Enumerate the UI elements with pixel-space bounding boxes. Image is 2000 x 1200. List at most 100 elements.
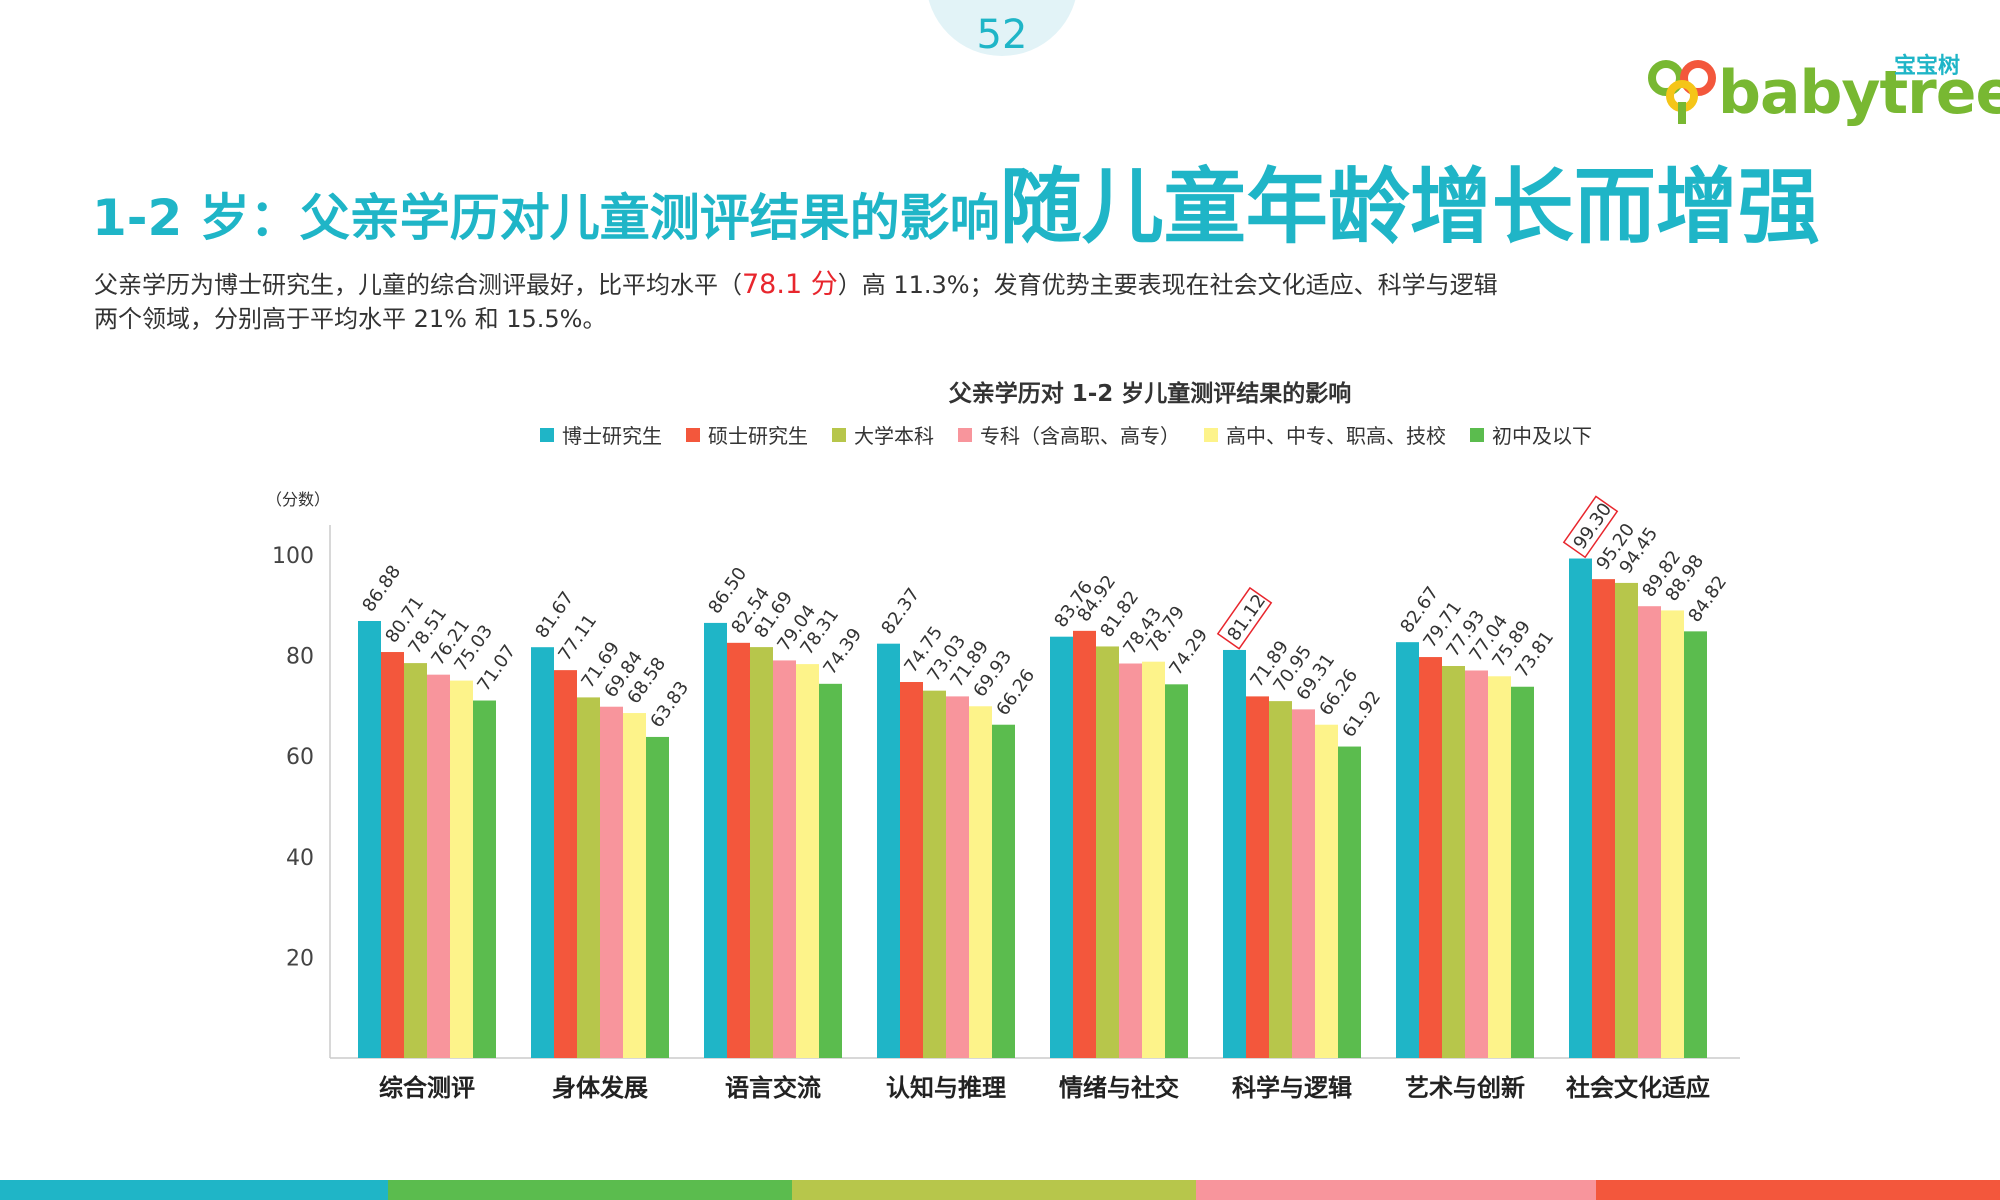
y-tick-label: 40	[286, 846, 314, 871]
legend-label: 专科（含高职、高专）	[980, 424, 1180, 448]
bar	[1050, 636, 1073, 1058]
bar	[1246, 696, 1269, 1058]
x-tick-label: 社会文化适应	[1566, 1074, 1710, 1102]
bar	[1511, 686, 1534, 1058]
page-number: 52	[976, 12, 1028, 58]
bar	[900, 682, 923, 1058]
bar	[531, 647, 554, 1058]
x-tick-label: 语言交流	[725, 1074, 821, 1102]
bar	[1315, 724, 1338, 1058]
strip-segment	[1596, 1180, 2000, 1200]
average-score-highlight: 78.1 分	[742, 269, 838, 300]
bar	[1396, 642, 1419, 1058]
bar	[992, 724, 1015, 1058]
bottom-color-strip	[0, 1180, 2000, 1200]
legend-swatch	[1470, 427, 1484, 442]
legend-item: 大学本科	[832, 420, 934, 449]
bar	[1165, 684, 1188, 1058]
bar	[1119, 663, 1142, 1058]
title-part-2: 随儿童年龄增长而增强	[999, 160, 1820, 255]
summary-text-1: 父亲学历为博士研究生，儿童的综合测评最好，比平均水平（	[94, 271, 742, 299]
x-tick-label: 艺术与创新	[1405, 1074, 1525, 1102]
bar	[450, 680, 473, 1058]
summary-text-2: ）高 11.3%；发育优势主要表现在社会文化适应、科学与逻辑两个领域，分别高于平…	[94, 271, 1498, 333]
logo-chinese: 宝宝树	[1893, 54, 1960, 79]
bar	[773, 660, 796, 1058]
legend-label: 高中、中专、职高、技校	[1226, 424, 1446, 448]
bar	[577, 697, 600, 1058]
bar	[473, 700, 496, 1058]
bar	[646, 736, 669, 1058]
bar	[1073, 630, 1096, 1058]
bar	[1684, 631, 1707, 1058]
y-axis-unit-label: （分数）	[266, 490, 331, 509]
bar	[1142, 661, 1165, 1058]
legend-swatch	[832, 427, 846, 442]
bar	[1465, 670, 1488, 1058]
bar	[796, 664, 819, 1058]
bar	[600, 706, 623, 1058]
bar	[704, 622, 727, 1058]
bar	[1615, 582, 1638, 1058]
strip-segment	[792, 1180, 1196, 1200]
x-tick-label: 情绪与社交	[1059, 1074, 1179, 1102]
bar	[623, 713, 646, 1058]
y-tick-label: 20	[286, 946, 314, 971]
y-tick-label: 100	[272, 544, 314, 569]
bar	[750, 647, 773, 1058]
y-tick-label: 80	[286, 645, 314, 670]
bar	[946, 696, 969, 1058]
bar	[1223, 649, 1246, 1058]
legend-swatch	[686, 427, 700, 442]
legend-label: 博士研究生	[562, 424, 662, 448]
x-tick-label: 身体发展	[552, 1074, 648, 1102]
data-label: 82.37	[877, 584, 924, 638]
legend-swatch	[958, 427, 972, 442]
chart-legend: 博士研究生 硕士研究生 大学本科 专科（含高职、高专） 高中、中专、职高、技校 初中及以下	[540, 420, 1592, 449]
highlight-box	[1216, 586, 1273, 650]
bar	[381, 652, 404, 1058]
title-part-1: 1-2 岁：父亲学历对儿童测评结果的影响	[92, 189, 1000, 247]
bar	[1269, 701, 1292, 1058]
y-tick-label: 60	[286, 745, 314, 770]
bar	[877, 643, 900, 1058]
bar	[1096, 646, 1119, 1058]
bar	[1419, 657, 1442, 1058]
bar	[1488, 676, 1511, 1058]
highlight-box	[1562, 495, 1619, 559]
bar	[1661, 610, 1684, 1058]
bar	[427, 674, 450, 1058]
legend-swatch	[540, 427, 554, 442]
legend-item: 高中、中专、职高、技校	[1204, 420, 1446, 449]
bar	[969, 706, 992, 1058]
legend-label: 硕士研究生	[708, 424, 808, 448]
bar	[1569, 558, 1592, 1058]
strip-segment	[0, 1180, 388, 1200]
logo-wordmark: babytree	[1718, 58, 2000, 128]
summary-text: 父亲学历为博士研究生，儿童的综合测评最好，比平均水平（78.1 分）高 11.3…	[94, 268, 1514, 336]
bar	[358, 620, 381, 1058]
page-title: 1-2 岁：父亲学历对儿童测评结果的影响随儿童年龄增长而增强	[92, 140, 1820, 259]
bar	[1638, 606, 1661, 1058]
bar	[819, 683, 842, 1058]
strip-segment	[388, 1180, 792, 1200]
babytree-logo: babytree 宝宝树	[1640, 48, 2000, 128]
babytree-tree-icon	[1648, 60, 1716, 124]
legend-item: 硕士研究生	[686, 420, 808, 449]
legend-item: 初中及以下	[1470, 420, 1592, 449]
bar	[1592, 579, 1615, 1058]
legend-swatch	[1204, 427, 1218, 442]
strip-segment	[1196, 1180, 1596, 1200]
bar	[1338, 746, 1361, 1058]
data-label: 86.88	[358, 562, 405, 616]
x-tick-label: 认知与推理	[886, 1074, 1006, 1102]
legend-label: 初中及以下	[1492, 424, 1592, 448]
chart-title: 父亲学历对 1-2 岁儿童测评结果的影响	[948, 381, 1352, 407]
bar	[1292, 709, 1315, 1058]
x-tick-label: 综合测评	[379, 1074, 475, 1102]
bar	[923, 690, 946, 1058]
bar	[404, 663, 427, 1058]
legend-item: 专科（含高职、高专）	[958, 420, 1180, 449]
bar	[554, 670, 577, 1058]
